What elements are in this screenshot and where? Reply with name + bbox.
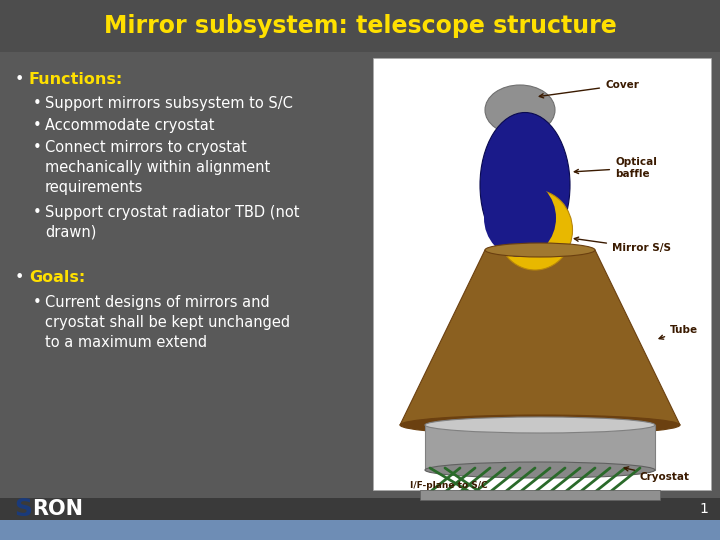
FancyBboxPatch shape	[0, 520, 720, 540]
Text: Tube: Tube	[659, 325, 698, 339]
Text: •: •	[33, 205, 42, 220]
FancyBboxPatch shape	[420, 490, 660, 500]
Text: Connect mirrors to cryostat
mechanically within alignment
requirements: Connect mirrors to cryostat mechanically…	[45, 140, 270, 194]
Ellipse shape	[480, 112, 570, 258]
Text: •: •	[15, 270, 24, 285]
Text: •: •	[33, 295, 42, 310]
Text: I/F-plane to S/C: I/F-plane to S/C	[410, 481, 487, 489]
Text: Support mirrors subsystem to S/C: Support mirrors subsystem to S/C	[45, 96, 293, 111]
Text: Support cryostat radiator TBD (not
drawn): Support cryostat radiator TBD (not drawn…	[45, 205, 300, 240]
Text: RON: RON	[32, 499, 83, 519]
FancyBboxPatch shape	[425, 425, 655, 470]
Text: Functions:: Functions:	[29, 72, 123, 87]
Text: S: S	[14, 497, 32, 521]
FancyBboxPatch shape	[0, 0, 720, 52]
Ellipse shape	[484, 179, 556, 257]
Text: Accommodate cryostat: Accommodate cryostat	[45, 118, 215, 133]
Text: Current designs of mirrors and
cryostat shall be kept unchanged
to a maximum ext: Current designs of mirrors and cryostat …	[45, 295, 290, 349]
FancyBboxPatch shape	[373, 58, 711, 490]
Ellipse shape	[485, 85, 555, 135]
Polygon shape	[400, 250, 680, 425]
Text: Mirror subsystem: telescope structure: Mirror subsystem: telescope structure	[104, 14, 616, 38]
Text: Cryostat: Cryostat	[624, 467, 690, 482]
Text: Mirror S/S: Mirror S/S	[575, 237, 671, 253]
Text: Optical
baffle: Optical baffle	[575, 157, 657, 179]
Text: •: •	[33, 140, 42, 155]
Text: Goals:: Goals:	[29, 270, 85, 285]
Ellipse shape	[400, 415, 680, 435]
Text: •: •	[15, 72, 24, 87]
Text: Cover: Cover	[539, 80, 639, 98]
Text: 1: 1	[699, 502, 708, 516]
Ellipse shape	[425, 462, 655, 478]
Text: •: •	[33, 96, 42, 111]
FancyBboxPatch shape	[0, 498, 720, 520]
Ellipse shape	[425, 417, 655, 433]
Text: •: •	[33, 118, 42, 133]
Ellipse shape	[485, 243, 595, 257]
Ellipse shape	[498, 190, 572, 270]
